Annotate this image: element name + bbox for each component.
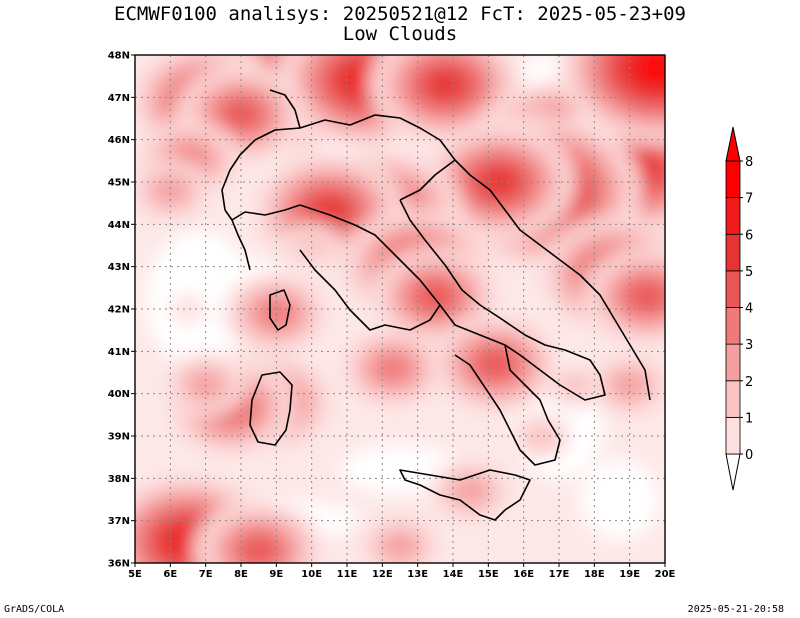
- x-tick-label: 9E: [269, 569, 283, 580]
- y-tick-label: 40N: [108, 389, 130, 400]
- longitude-tick-labels: 5E 6E 7E 8E 9E 10E 11E 12E 13E 14E 15E 16E 17E 18E 19E…: [128, 563, 676, 580]
- cloud-cell: [311, 197, 348, 226]
- cloud-cell: [558, 371, 595, 400]
- cloud-cell: [417, 282, 454, 311]
- y-tick-label: 44N: [108, 220, 130, 231]
- y-tick-label: 36N: [108, 559, 130, 570]
- colorbar-label: 4: [745, 302, 753, 317]
- cloud-cell: [629, 282, 665, 311]
- y-tick-label: 45N: [108, 178, 130, 189]
- x-tick-label: 7E: [199, 569, 213, 580]
- y-tick-label: 37N: [108, 516, 130, 527]
- x-tick-label: 19E: [619, 569, 640, 580]
- y-tick-label: 42N: [108, 305, 130, 316]
- colorbar-segment: [725, 270, 741, 308]
- chart-title: ECMWF0100 analisys: 20250521@12 FcT: 202…: [114, 3, 686, 25]
- colorbar-segment: [725, 197, 741, 235]
- colorbar-segment: [725, 380, 741, 418]
- cloud-features: [135, 55, 665, 563]
- colorbar-segment: [725, 307, 741, 345]
- y-tick-label: 43N: [108, 262, 130, 273]
- footer-credit: GrADS/COLA: [4, 604, 65, 615]
- colorbar-label: 3: [745, 338, 753, 353]
- x-tick-label: 11E: [337, 569, 358, 580]
- colorbar-over-triangle: [725, 126, 741, 162]
- colorbar-label: 8: [745, 155, 753, 170]
- cloud-cell: [381, 532, 419, 561]
- y-tick-label: 41N: [108, 347, 130, 358]
- colorbar-label: 6: [745, 228, 753, 243]
- x-tick-label: 5E: [128, 569, 142, 580]
- y-tick-label: 38N: [108, 474, 130, 485]
- colorbar-label: 2: [745, 375, 753, 390]
- colorbar-under-triangle: [725, 453, 741, 491]
- cloud-cell: [639, 55, 665, 82]
- x-tick-label: 12E: [372, 569, 393, 580]
- x-tick-label: 10E: [301, 569, 322, 580]
- x-tick-label: 18E: [584, 569, 605, 580]
- footer-timestamp: 2025-05-21-20:58: [687, 604, 784, 615]
- y-tick-label: 47N: [108, 93, 130, 104]
- coastlines: [224, 159, 651, 521]
- colorbar-label: 1: [745, 411, 753, 426]
- chart-subtitle: Low Clouds: [342, 23, 458, 45]
- colorbar-segment: [725, 416, 741, 455]
- colorbar-label: 5: [745, 265, 753, 280]
- colorbar-segment: [725, 160, 741, 199]
- cloud-cell: [480, 168, 518, 196]
- x-tick-label: 14E: [443, 569, 464, 580]
- y-tick-label: 48N: [108, 51, 130, 62]
- colorbar-label: 0: [745, 448, 753, 463]
- cloud-cell: [169, 295, 207, 323]
- x-tick-label: 8E: [234, 569, 248, 580]
- country-borders: [221, 89, 456, 271]
- y-tick-label: 39N: [108, 432, 130, 443]
- cloud-cell: [374, 354, 412, 383]
- plot-area: [135, 55, 665, 563]
- x-tick-label: 15E: [478, 569, 499, 580]
- cloud-cell: [427, 70, 465, 99]
- colorbar-label: 7: [745, 192, 753, 207]
- y-tick-label: 46N: [108, 135, 130, 146]
- x-tick-label: 6E: [163, 569, 177, 580]
- x-tick-label: 16E: [513, 569, 534, 580]
- cloud-cell: [477, 350, 514, 379]
- cloud-cell: [240, 536, 277, 563]
- cloud-cell: [222, 100, 260, 129]
- cloud-cell: [523, 422, 560, 450]
- x-tick-label: 13E: [407, 569, 428, 580]
- x-tick-label: 17E: [549, 569, 570, 580]
- latitude-tick-labels: 36N 37N 38N 39N 40N 41N 42N 43N 44N 45N 46N 47N 48N: [108, 51, 135, 570]
- x-tick-label: 20E: [655, 569, 676, 580]
- colorbar-segment: [725, 343, 741, 382]
- cloud-cell: [152, 176, 189, 205]
- colorbar-segment: [725, 233, 741, 272]
- colorbar: 0 1 2 3 4 5 6 7 8: [725, 126, 753, 491]
- graticule: [135, 55, 665, 563]
- cloud-cell: [452, 477, 489, 506]
